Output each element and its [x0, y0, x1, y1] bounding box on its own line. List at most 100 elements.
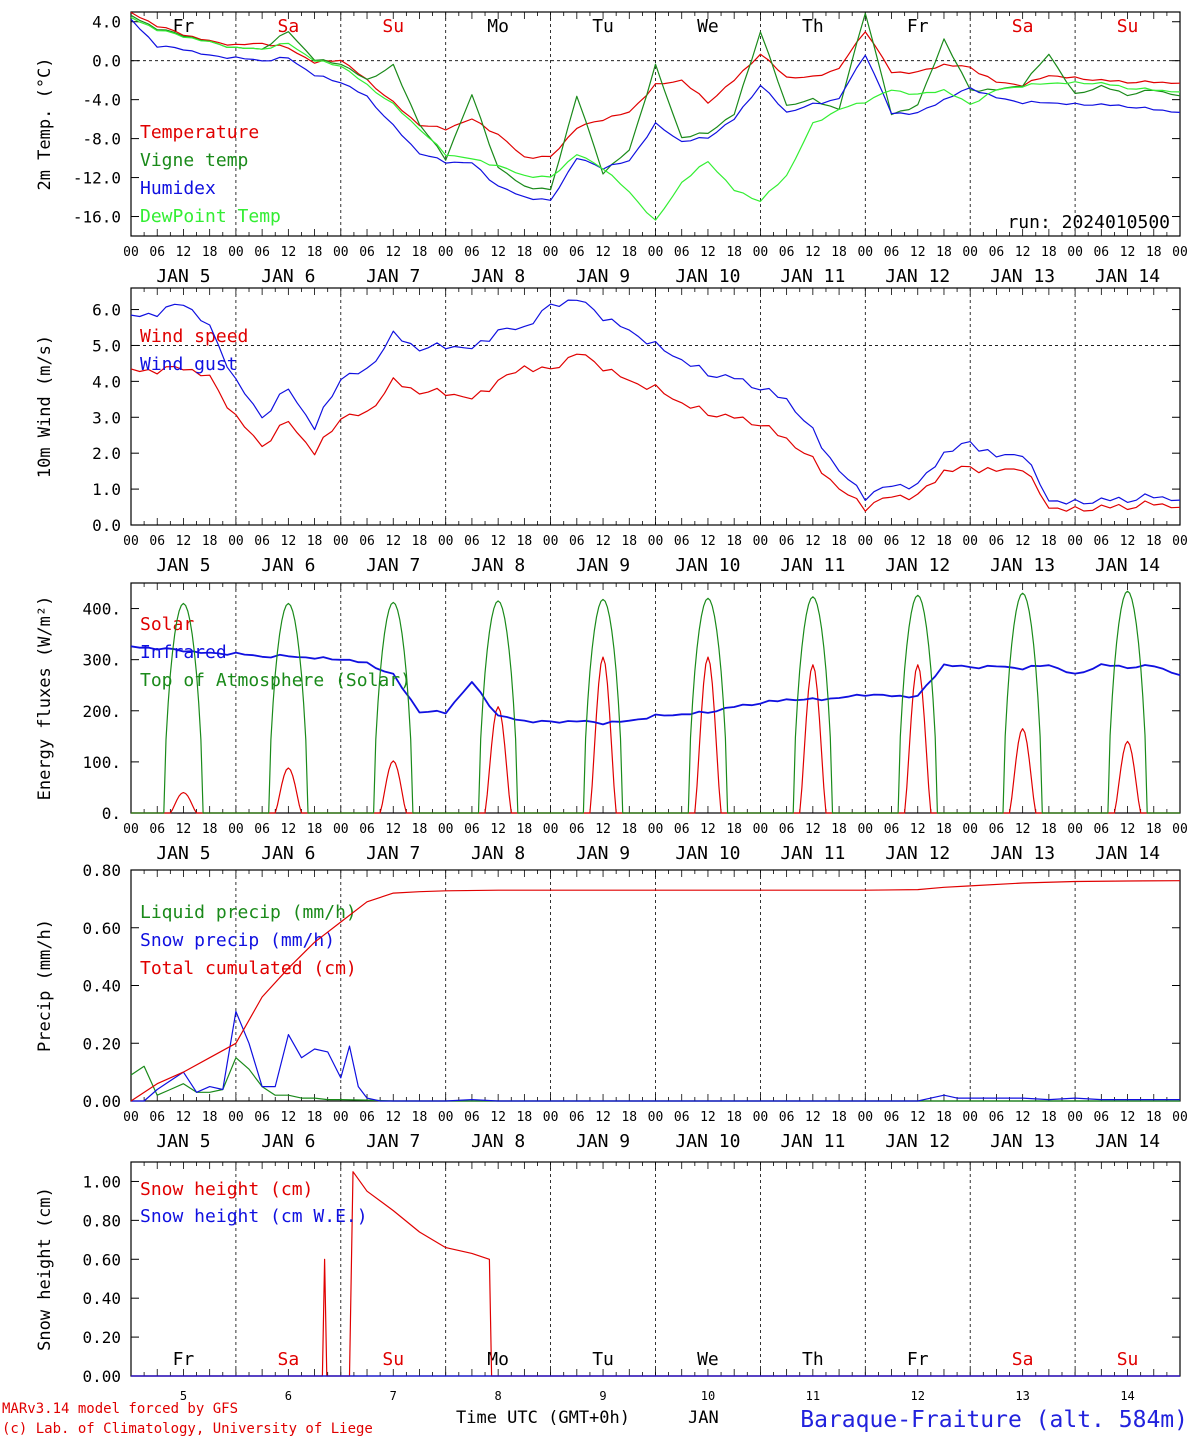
y-axis-label: Energy fluxes (W/m²)	[35, 596, 55, 801]
x-hour-label: 12	[910, 1110, 926, 1125]
x-hour-label: 00	[857, 1110, 873, 1125]
y-axis-label: Precip (mm/h)	[35, 919, 55, 1052]
x-date-label: JAN 11	[780, 843, 845, 864]
x-hour-label: 06	[779, 822, 795, 837]
weekday-label: Mo	[487, 1349, 509, 1370]
x-hour-label: 12	[910, 245, 926, 260]
x-hour-label: 12	[1120, 822, 1136, 837]
x-hour-label: 18	[412, 534, 428, 549]
x-hour-label: 18	[307, 245, 323, 260]
x-hour-label: 12	[595, 534, 611, 549]
x-hour-label: 18	[517, 1110, 533, 1125]
x-hour-label: 00	[438, 534, 454, 549]
x-hour-label: 00	[1172, 534, 1188, 549]
x-hour-label: 06	[1093, 822, 1109, 837]
x-hour-label: 06	[1093, 245, 1109, 260]
y-axis-label: 2m Temp. (°C)	[35, 57, 55, 190]
x-hour-label: 06	[674, 1110, 690, 1125]
x-hour-label: 00	[543, 534, 559, 549]
x-date-label: JAN 13	[990, 266, 1055, 287]
x-date-label: JAN 14	[1095, 1131, 1160, 1152]
x-date-label: JAN 10	[675, 266, 740, 287]
x-hour-label: 00	[648, 1110, 664, 1125]
x-hour-label: 00	[123, 1110, 139, 1125]
x-hour-label: 06	[464, 534, 480, 549]
x-hour-label: 12	[490, 1110, 506, 1125]
x-date-label: JAN 7	[366, 1131, 420, 1152]
y-axis-label: 10m Wind (m/s)	[35, 335, 55, 478]
x-hour-label: 00	[333, 822, 349, 837]
x-day-number: 6	[285, 1389, 292, 1403]
x-hour-label: 00	[962, 822, 978, 837]
x-date-label: JAN 10	[675, 555, 740, 576]
x-hour-label: 12	[805, 534, 821, 549]
x-date-label: JAN 14	[1095, 843, 1160, 864]
x-date-label: JAN 9	[576, 555, 630, 576]
legend-entry: Wind gust	[140, 354, 238, 375]
x-hour-label: 12	[490, 822, 506, 837]
x-date-label: JAN 10	[675, 1131, 740, 1152]
x-hour-label: 12	[700, 534, 716, 549]
x-hour-label: 00	[1172, 1110, 1188, 1125]
x-day-number: 8	[495, 1389, 502, 1403]
x-hour-label: 06	[569, 245, 585, 260]
x-hour-label: 18	[1041, 534, 1057, 549]
x-hour-label: 12	[176, 1110, 192, 1125]
weekday-label: Su	[1117, 16, 1139, 37]
legend-entry: Temperature	[140, 122, 259, 143]
x-hour-label: 18	[831, 534, 847, 549]
x-hour-label: 12	[385, 245, 401, 260]
y-tick-label: 0.	[102, 804, 121, 823]
y-tick-label: 300.	[82, 651, 121, 670]
weekday-label: Fr	[907, 1349, 929, 1370]
x-date-label: JAN 8	[471, 1131, 525, 1152]
x-hour-label: 18	[202, 822, 218, 837]
x-hour-label: 00	[1067, 1110, 1083, 1125]
y-tick-label: 0.40	[82, 977, 121, 996]
x-hour-label: 00	[543, 1110, 559, 1125]
x-hour-label: 06	[884, 822, 900, 837]
x-hour-label: 12	[1015, 1110, 1031, 1125]
x-hour-label: 18	[831, 1110, 847, 1125]
x-hour-label: 00	[228, 534, 244, 549]
x-date-label: JAN 12	[885, 843, 950, 864]
series-line	[130, 16, 1181, 221]
legend-entry: Solar	[140, 614, 194, 635]
y-tick-label: -4.0	[82, 91, 121, 110]
x-hour-label: 18	[412, 245, 428, 260]
x-hour-label: 12	[1120, 245, 1136, 260]
weekday-label: Tu	[592, 1349, 614, 1370]
weekday-label: Th	[802, 1349, 824, 1370]
credits-line-2: (c) Lab. of Climatology, University of L…	[2, 1421, 373, 1437]
x-hour-label: 18	[517, 534, 533, 549]
x-hour-label: 00	[857, 245, 873, 260]
x-hour-label: 06	[779, 245, 795, 260]
x-hour-label: 12	[595, 822, 611, 837]
panel-energy-fluxes: 0. 100. 200. 300. 400. Energy fluxes (W/m²) 00…	[35, 582, 1188, 864]
x-date-label: JAN 11	[780, 266, 845, 287]
x-hour-label: 12	[176, 822, 192, 837]
series-line	[130, 645, 1181, 726]
legend-entry: Top of Atmosphere (Solar)	[140, 670, 411, 691]
x-date-label: JAN 11	[780, 555, 845, 576]
x-hour-label: 06	[149, 245, 165, 260]
x-hour-label: 12	[595, 1110, 611, 1125]
x-hour-label: 18	[726, 245, 742, 260]
series-line	[131, 590, 1180, 814]
x-day-number: 7	[390, 1389, 397, 1403]
weekday-label: Mo	[487, 16, 509, 37]
legend-entry: Infrared	[140, 642, 227, 663]
x-hour-label: 18	[831, 822, 847, 837]
weekday-label: We	[697, 1349, 719, 1370]
x-hour-label: 06	[779, 1110, 795, 1125]
y-tick-label: -8.0	[82, 130, 121, 149]
x-hour-label: 12	[1015, 245, 1031, 260]
x-hour-label: 00	[1067, 245, 1083, 260]
run-label: run: 2024010500	[1007, 212, 1170, 233]
panel-snow-height: 0.00 0.20 0.40 0.60 0.80 1.00 Snow height (cm)…	[35, 1161, 1181, 1403]
x-date-label: JAN 5	[156, 266, 210, 287]
y-tick-label: 0.20	[82, 1328, 121, 1347]
x-hour-label: 06	[674, 534, 690, 549]
y-tick-label: 2.0	[92, 444, 121, 463]
x-hour-label: 00	[857, 822, 873, 837]
